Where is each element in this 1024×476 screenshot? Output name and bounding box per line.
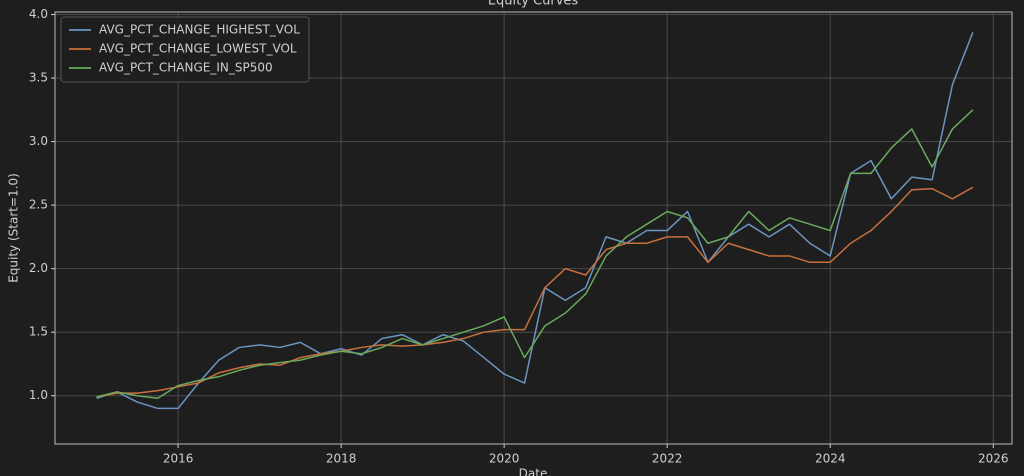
y-tick-label: 3.5 <box>29 71 48 85</box>
y-tick-label: 3.0 <box>29 134 48 148</box>
y-tick-label: 4.0 <box>29 7 48 21</box>
y-axis-label: Equity (Start=1.0) <box>7 173 21 283</box>
plot-frame <box>54 11 1013 445</box>
legend-label: AVG_PCT_CHANGE_IN_SP500 <box>99 61 273 75</box>
x-tick-label: 2020 <box>489 452 520 466</box>
x-tick-label: 2016 <box>163 452 194 466</box>
legend-label: AVG_PCT_CHANGE_LOWEST_VOL <box>99 42 297 56</box>
y-tick-label: 1.5 <box>29 325 48 339</box>
x-tick-label: 2026 <box>978 452 1009 466</box>
y-tick-label: 2.5 <box>29 198 48 212</box>
y-tick-label: 1.0 <box>29 388 48 402</box>
legend: AVG_PCT_CHANGE_HIGHEST_VOL AVG_PCT_CHANGE… <box>60 16 310 83</box>
x-tick-label: 2018 <box>326 452 357 466</box>
chart-title: Equity Curves <box>488 0 579 9</box>
series-line <box>96 32 974 410</box>
series-line <box>96 186 974 398</box>
y-tick-label: 2.0 <box>29 261 48 275</box>
legend-box <box>60 16 310 83</box>
x-tick-label: 2024 <box>815 452 846 466</box>
x-tick-label: 2022 <box>652 452 683 466</box>
series-line <box>96 109 974 400</box>
x-axis-label: Date <box>519 467 548 476</box>
legend-label: AVG_PCT_CHANGE_HIGHEST_VOL <box>99 23 300 37</box>
